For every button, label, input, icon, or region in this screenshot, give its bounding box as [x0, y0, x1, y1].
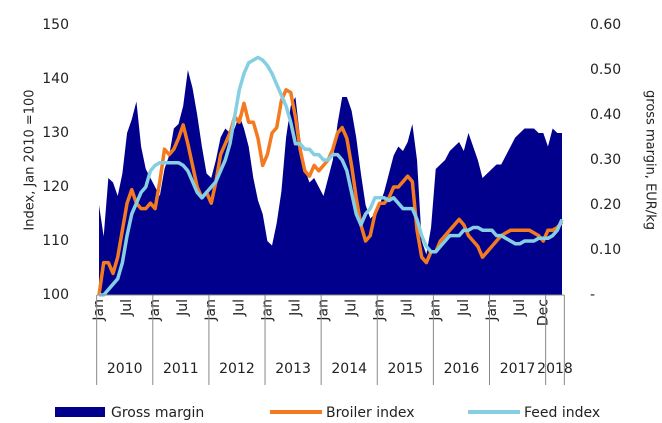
- x-tick-label: Jul: [456, 299, 472, 317]
- x-tick-label: Jul: [344, 299, 360, 317]
- x-tick-label: Jul: [231, 299, 247, 317]
- y2-tick-label: 0.50: [590, 62, 621, 78]
- year-label: 2013: [275, 361, 311, 377]
- x-tick-label: Jan: [147, 299, 163, 322]
- year-label: 2010: [107, 361, 143, 377]
- x-tick-label: Jul: [512, 299, 528, 317]
- legend-swatch: [55, 407, 105, 417]
- x-tick-label: Jan: [315, 299, 331, 322]
- x-tick-label: Jan: [91, 299, 107, 322]
- legend-label: Feed index: [524, 405, 600, 421]
- x-tick-label: Jan: [203, 299, 219, 322]
- x-tick-label: Jan: [259, 299, 275, 322]
- y-tick-label: 120: [42, 179, 69, 195]
- year-label: 2014: [331, 361, 367, 377]
- x-tick-label: Jul: [287, 299, 303, 317]
- legend-label: Gross margin: [111, 405, 204, 421]
- year-label: 2016: [444, 361, 480, 377]
- y-tick-label: 140: [42, 71, 69, 87]
- y2-tick-label: 0.40: [590, 107, 621, 123]
- line: [99, 55, 564, 297]
- year-label: 2015: [388, 361, 424, 377]
- y-tick-label: 150: [42, 17, 69, 33]
- x-tick-label: Jan: [428, 299, 444, 322]
- legend-label: Broiler index: [326, 405, 415, 421]
- year-label: 2018: [537, 361, 573, 377]
- x-tick-label: Dec: [535, 299, 551, 326]
- x-tick-label: Jul: [119, 299, 135, 317]
- year-label: 2011: [163, 361, 199, 377]
- y2-tick-label: -: [590, 287, 595, 303]
- line: [97, 88, 564, 296]
- x-tick-label: Jul: [400, 299, 416, 317]
- y-tick-label: 100: [42, 287, 69, 303]
- y-tick-label: 130: [42, 125, 69, 141]
- x-tick-label: Jul: [175, 299, 191, 317]
- y-tick-label: 110: [42, 233, 69, 249]
- x-tick-label: Jan: [372, 299, 388, 322]
- x-tick-label: Jan: [484, 299, 500, 322]
- y2-tick-label: 0.20: [590, 197, 621, 213]
- y2-tick-label: 0.60: [590, 17, 621, 33]
- y2-tick-label: 0.10: [590, 242, 621, 258]
- area: [99, 70, 562, 295]
- y2-tick-label: 0.30: [590, 152, 621, 168]
- y-axis-label: Index, Jan 2010 =100: [23, 89, 38, 230]
- y2-axis-label: gross margin, EUR/kg: [643, 90, 658, 230]
- year-label: 2017: [500, 361, 536, 377]
- year-label: 2012: [219, 361, 255, 377]
